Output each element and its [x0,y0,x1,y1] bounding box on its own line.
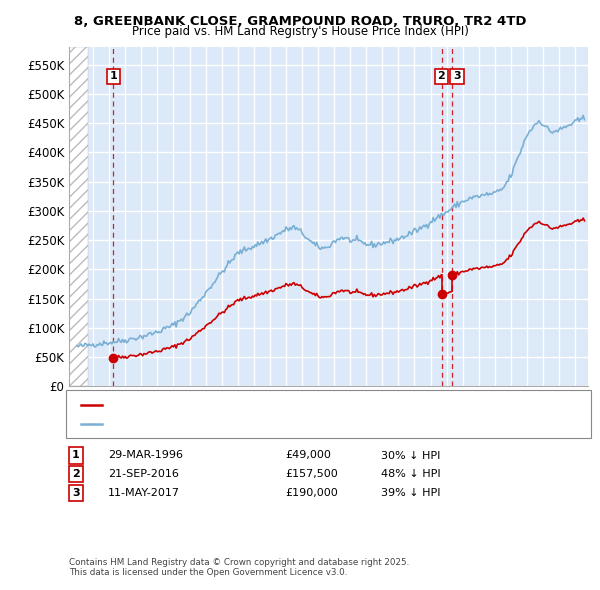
Text: 48% ↓ HPI: 48% ↓ HPI [381,470,440,479]
Text: 8, GREENBANK CLOSE, GRAMPOUND ROAD, TRURO, TR2 4TD: 8, GREENBANK CLOSE, GRAMPOUND ROAD, TRUR… [74,15,526,28]
Text: HPI: Average price, detached house, Cornwall: HPI: Average price, detached house, Corn… [106,418,334,428]
Text: 1: 1 [110,71,118,81]
Bar [69,47,88,386]
Text: Price paid vs. HM Land Registry's House Price Index (HPI): Price paid vs. HM Land Registry's House … [131,25,469,38]
Text: 39% ↓ HPI: 39% ↓ HPI [381,489,440,498]
Text: 30% ↓ HPI: 30% ↓ HPI [381,451,440,460]
Text: 21-SEP-2016: 21-SEP-2016 [108,470,179,479]
Text: 2: 2 [437,71,445,81]
Text: £49,000: £49,000 [285,451,331,460]
Text: £157,500: £157,500 [285,470,338,479]
Text: 11-MAY-2017: 11-MAY-2017 [108,489,180,498]
Text: Contains HM Land Registry data © Crown copyright and database right 2025.
This d: Contains HM Land Registry data © Crown c… [69,558,409,577]
Text: 29-MAR-1996: 29-MAR-1996 [108,451,183,460]
Text: £190,000: £190,000 [285,489,338,498]
Text: 2: 2 [72,470,80,479]
Text: 8, GREENBANK CLOSE, GRAMPOUND ROAD, TRURO, TR2 4TD (detached house): 8, GREENBANK CLOSE, GRAMPOUND ROAD, TRUR… [106,400,502,410]
Text: 3: 3 [453,71,461,81]
Text: 1: 1 [72,451,80,460]
Bar [69,47,88,386]
Text: 3: 3 [72,489,80,498]
